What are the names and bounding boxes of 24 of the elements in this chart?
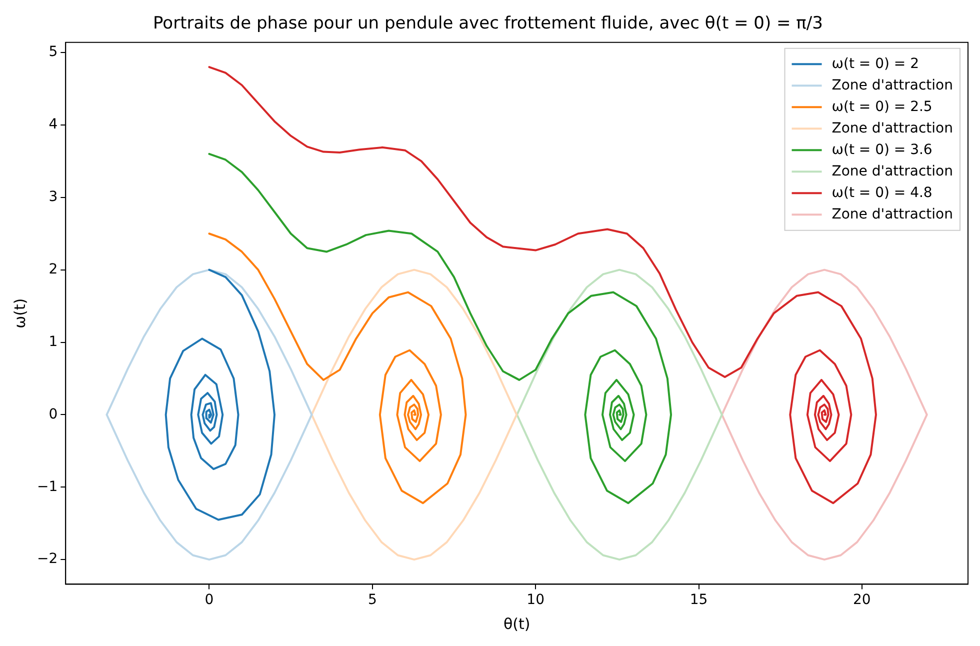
y-tick-label: 1: [48, 334, 58, 350]
x-tick-label: 15: [690, 592, 708, 608]
y-tick-label: −2: [36, 551, 58, 568]
legend-label: ω(t = 0) = 4.8: [832, 184, 932, 201]
legend-label: Zone d'attraction: [832, 206, 954, 222]
x-tick-label: 0: [204, 592, 214, 608]
y-tick-label: 3: [48, 189, 58, 206]
x-tick-label: 10: [526, 592, 544, 608]
y-axis-title: ω(t): [10, 298, 29, 328]
y-tick-label: 2: [48, 261, 58, 278]
legend-label: ω(t = 0) = 3.6: [832, 142, 932, 158]
legend-label: ω(t = 0) = 2: [832, 56, 919, 72]
legend-label: ω(t = 0) = 2.5: [832, 98, 932, 115]
y-tick-label: 4: [48, 116, 58, 133]
legend-label: Zone d'attraction: [832, 163, 954, 180]
legend-label: Zone d'attraction: [832, 77, 954, 94]
legend-label: Zone d'attraction: [832, 120, 954, 136]
y-tick-label: 0: [48, 406, 58, 422]
y-tick-label: 5: [48, 44, 58, 60]
x-tick-label: 5: [368, 592, 377, 608]
chart-title: Portraits de phase pour un pendule avec frottement fluide, avec θ(t = 0) = π/3: [153, 14, 823, 34]
x-tick-label: 20: [853, 592, 871, 608]
x-axis-title: θ(t): [503, 614, 530, 633]
y-tick-label: −1: [36, 478, 58, 495]
